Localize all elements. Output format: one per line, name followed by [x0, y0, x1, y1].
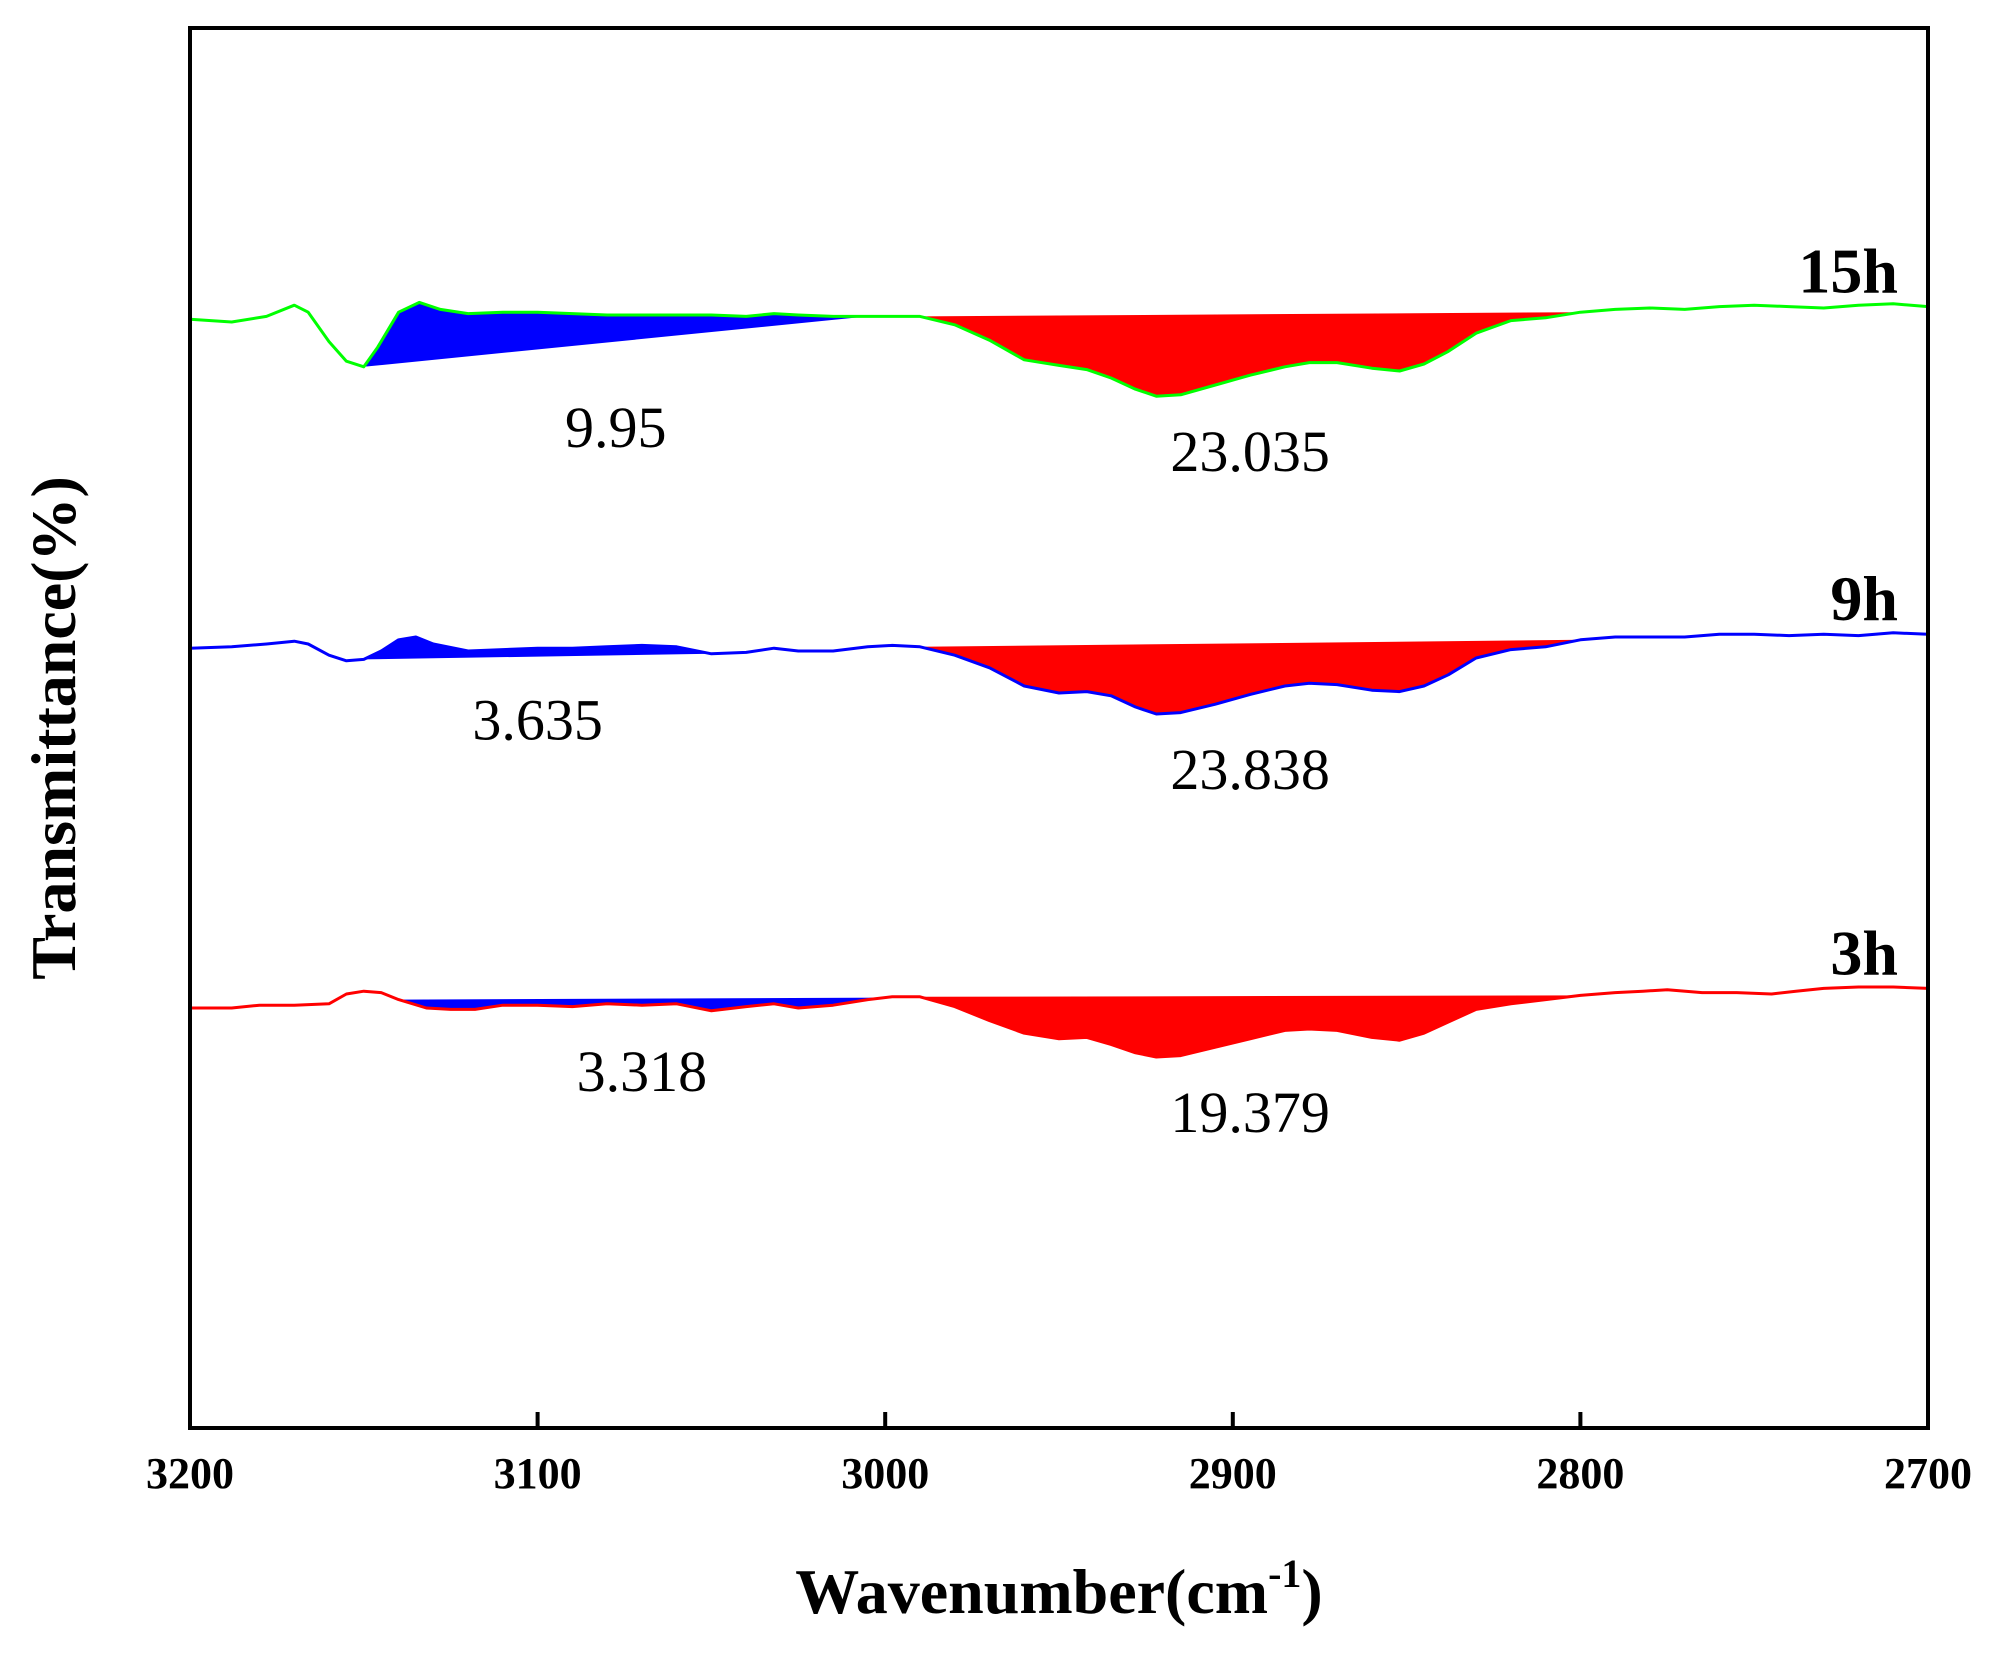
series-label-9h: 9h — [1830, 563, 1898, 634]
x-tick-label: 3000 — [841, 1449, 929, 1498]
x-ticks: 3200 3100 3000 2900 2800 2700 — [146, 1412, 1972, 1498]
series-label-15h: 15h — [1798, 236, 1898, 307]
y-axis-label: Transmittance(%) — [18, 476, 89, 980]
series-label-3h: 3h — [1830, 917, 1898, 988]
x-axis-label: Wavenumber(cm-1) — [795, 1551, 1322, 1627]
x-tick-label: 3100 — [494, 1449, 582, 1498]
x-axis-label-sup: -1 — [1268, 1551, 1301, 1596]
15h-shaded-area-1 — [363, 302, 868, 367]
x-axis-label-close: ) — [1301, 1556, 1322, 1627]
15h-shaded-area-2 — [920, 312, 1581, 397]
x-tick-label: 3200 — [146, 1449, 234, 1498]
15h-area-label-2: 23.035 — [1170, 419, 1330, 484]
x-axis-label-main: Wavenumber(cm — [795, 1556, 1268, 1627]
plot-frame — [188, 26, 1930, 1430]
15h-area-label-1: 9.95 — [565, 395, 667, 460]
3h-area-label-1: 3.318 — [577, 1039, 708, 1104]
9h-area-label-1: 3.635 — [472, 687, 603, 752]
9h-area-label-2: 23.838 — [1170, 737, 1330, 802]
x-tick-label: 2800 — [1536, 1449, 1624, 1498]
x-tick-label: 2900 — [1189, 1449, 1277, 1498]
3h-shaded-area-2 — [920, 995, 1581, 1057]
annotations: 9.95 23.035 15h 3.635 23.838 9h 3.318 19.379 3h — [472, 236, 1898, 1145]
shaded-areas — [363, 302, 1581, 1057]
series-line-9h — [189, 631, 1929, 716]
series-line-3h — [190, 985, 1929, 1059]
x-tick-label: 2700 — [1884, 1449, 1972, 1498]
9h-shaded-area-2 — [920, 639, 1581, 714]
series-lines — [189, 300, 1929, 1059]
series-line-15h — [189, 300, 1929, 398]
3h-area-label-2: 19.379 — [1170, 1080, 1330, 1145]
